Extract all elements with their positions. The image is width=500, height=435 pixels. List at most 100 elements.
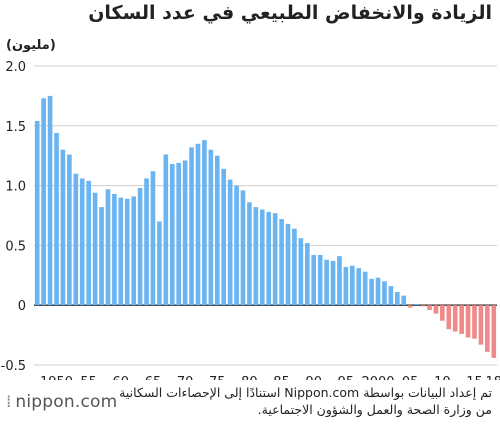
- bar-1959: [112, 193, 117, 306]
- bar-2011: [446, 305, 452, 330]
- bar-1994: [337, 256, 342, 306]
- bar-2012: [452, 305, 458, 332]
- bar-1978: [234, 185, 239, 306]
- source-line-1: تم إعداد البيانات بواسطة Nippon.com استن…: [119, 385, 492, 400]
- x-tick-label: 65: [145, 375, 162, 380]
- bar-1967: [163, 154, 169, 306]
- bar-1963: [137, 187, 143, 306]
- bar-1968: [169, 164, 175, 306]
- y-tick-labels: 2.0 1.5 1.0 0.5 0 -0.5: [1, 60, 26, 374]
- bar-1960: [118, 197, 124, 306]
- bar-2008: [427, 305, 432, 310]
- bar-1990: [311, 254, 317, 306]
- bar-1961: [124, 198, 130, 306]
- x-tick-label: 75: [209, 375, 226, 380]
- bar-1955: [86, 180, 91, 306]
- bar-1947: [34, 121, 40, 306]
- bar-1951: [60, 149, 66, 306]
- bar-1991: [317, 254, 323, 306]
- bar-1984: [272, 213, 278, 306]
- bar-1949: [47, 95, 53, 306]
- bar-2005: [407, 305, 413, 308]
- x-tick-label: 10: [434, 375, 451, 380]
- bar-1992: [324, 259, 329, 306]
- gridlines: [34, 65, 497, 366]
- x-tick-label: 15: [466, 375, 483, 380]
- bar-1969: [176, 162, 181, 306]
- x-tick-label: 85: [273, 375, 290, 380]
- bar-1953: [73, 173, 79, 306]
- bar-1998: [362, 271, 368, 306]
- bar-1989: [304, 243, 310, 306]
- logo-text: nippon.com: [15, 392, 118, 412]
- bar-1980: [247, 202, 252, 306]
- bar-1954: [79, 178, 85, 306]
- bar-1952: [67, 154, 72, 306]
- bars: [34, 95, 497, 358]
- y-tick-label: 0: [18, 299, 26, 314]
- chart-title: الزيادة والانخفاض الطبيعي في عدد السكان: [88, 2, 492, 24]
- x-tick-label: 80: [241, 375, 258, 380]
- bar-2014: [465, 305, 471, 338]
- nippon-logo[interactable]: ⁞ nippon.com: [6, 392, 117, 412]
- bar-1988: [298, 238, 304, 306]
- bar-2015: [472, 305, 477, 339]
- x-tick-label: 90: [305, 375, 322, 380]
- y-tick-label: 2.0: [5, 60, 26, 75]
- y-tick-label: 1.0: [5, 180, 26, 195]
- bar-1956: [92, 192, 98, 306]
- bar-2003: [395, 292, 400, 306]
- x-tick-label: 05: [402, 375, 419, 380]
- bar-2010: [440, 305, 445, 321]
- y-axis-unit-label: (مليون): [6, 38, 56, 53]
- x-tick-labels: 1950 55 60 65 70 75 80 85 90 95 2000 05 10 1518: [40, 375, 500, 380]
- bar-1975: [214, 155, 220, 306]
- bar-2001: [382, 281, 387, 306]
- bar-2009: [433, 305, 439, 314]
- x-tick-label: 18: [486, 375, 500, 380]
- bar-1981: [253, 207, 259, 306]
- bar-1997: [356, 268, 362, 306]
- bar-2006: [414, 304, 419, 306]
- x-tick-label: 55: [80, 375, 97, 380]
- x-tick-label: 95: [338, 375, 355, 380]
- bar-2018: [491, 305, 497, 358]
- bar-2013: [459, 305, 464, 334]
- bar-1996: [350, 265, 355, 306]
- bar-1983: [266, 211, 272, 306]
- bar-1971: [189, 147, 194, 306]
- source-line-2: من وزارة الصحة والعمل والشؤون الاجتماعية…: [257, 402, 492, 417]
- bar-1995: [343, 266, 349, 306]
- bar-1977: [227, 179, 233, 306]
- bar-1982: [259, 209, 265, 306]
- y-tick-label: -0.5: [1, 359, 26, 374]
- bar-1973: [202, 140, 207, 306]
- bar-1976: [221, 168, 227, 306]
- bar-1974: [208, 149, 214, 306]
- bar-1999: [369, 278, 374, 306]
- bar-2007: [420, 305, 426, 307]
- bar-2000: [375, 277, 381, 306]
- bar-chart: 2.0 1.5 1.0 0.5 0 -0.5 1950 55 60 65 70 75 80 85 90 95…: [1, 60, 500, 380]
- bar-2002: [388, 286, 394, 306]
- y-tick-label: 0.5: [5, 239, 26, 254]
- bar-1966: [157, 221, 162, 306]
- bar-1950: [54, 132, 59, 306]
- source-note: تم إعداد البيانات بواسطة Nippon.com استن…: [102, 384, 492, 418]
- x-tick-label: 60: [113, 375, 130, 380]
- bar-1962: [131, 196, 136, 306]
- bar-1979: [240, 190, 246, 306]
- x-tick-label: 70: [177, 375, 194, 380]
- bar-1948: [41, 98, 46, 306]
- bar-1993: [330, 260, 336, 306]
- dotted-mark-icon: ⁞: [6, 392, 13, 412]
- bar-1985: [279, 219, 284, 306]
- bar-2016: [478, 305, 484, 345]
- bar-1958: [105, 189, 111, 306]
- y-tick-label: 1.5: [5, 120, 26, 135]
- bar-1957: [99, 207, 104, 306]
- bar-2004: [401, 295, 407, 306]
- bar-1970: [182, 160, 188, 306]
- x-tick-label: 1950: [40, 375, 73, 380]
- bar-2017: [485, 305, 490, 352]
